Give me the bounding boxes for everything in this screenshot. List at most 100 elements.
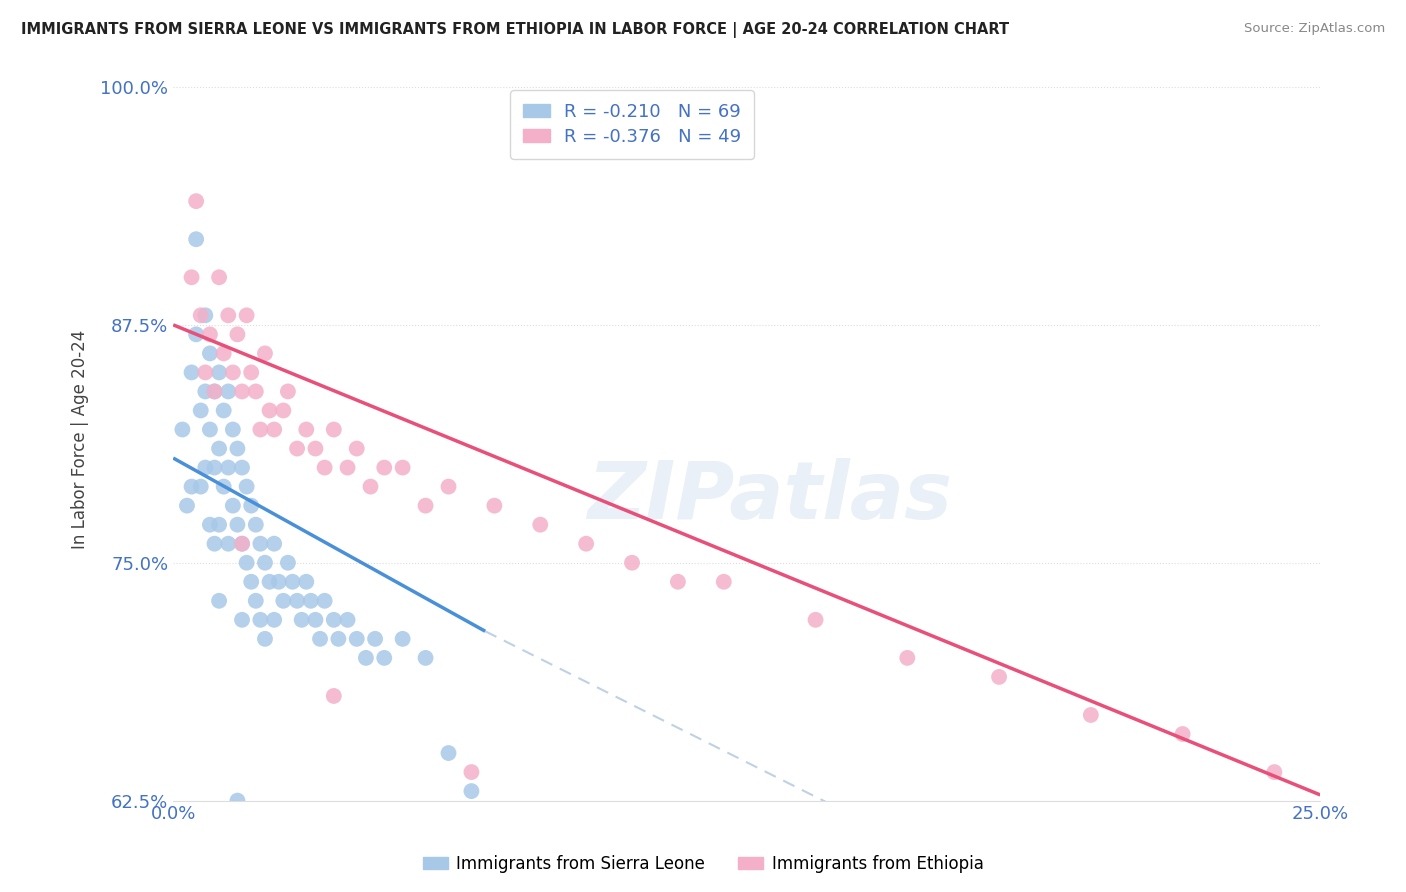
Point bbox=[226, 517, 249, 532]
Legend: Immigrants from Sierra Leone, Immigrants from Ethiopia: Immigrants from Sierra Leone, Immigrants… bbox=[416, 848, 990, 880]
Point bbox=[208, 270, 231, 285]
Point bbox=[1080, 708, 1102, 723]
Text: ZIPatlas: ZIPatlas bbox=[588, 458, 952, 536]
Point bbox=[621, 556, 644, 570]
Point bbox=[314, 594, 336, 608]
Point bbox=[285, 442, 308, 456]
Point bbox=[263, 537, 285, 551]
Point bbox=[240, 366, 263, 380]
Point bbox=[1171, 727, 1194, 741]
Point bbox=[222, 366, 245, 380]
Point bbox=[354, 651, 377, 665]
Point bbox=[231, 384, 253, 399]
Text: IMMIGRANTS FROM SIERRA LEONE VS IMMIGRANTS FROM ETHIOPIA IN LABOR FORCE | AGE 20: IMMIGRANTS FROM SIERRA LEONE VS IMMIGRAN… bbox=[21, 22, 1010, 38]
Point bbox=[253, 632, 276, 646]
Point bbox=[253, 556, 276, 570]
Point bbox=[437, 480, 460, 494]
Point bbox=[896, 651, 918, 665]
Point bbox=[273, 594, 295, 608]
Point bbox=[295, 574, 318, 589]
Point bbox=[295, 423, 318, 437]
Point bbox=[217, 460, 239, 475]
Point bbox=[336, 613, 359, 627]
Point bbox=[180, 366, 202, 380]
Point bbox=[204, 537, 226, 551]
Point bbox=[235, 556, 257, 570]
Point bbox=[212, 480, 235, 494]
Point bbox=[415, 499, 437, 513]
Point bbox=[988, 670, 1011, 684]
Point bbox=[190, 309, 212, 323]
Point bbox=[245, 517, 267, 532]
Point bbox=[194, 309, 217, 323]
Point bbox=[391, 460, 413, 475]
Point bbox=[304, 442, 326, 456]
Point bbox=[180, 270, 202, 285]
Point bbox=[231, 537, 253, 551]
Point bbox=[346, 442, 368, 456]
Point bbox=[277, 384, 299, 399]
Point bbox=[198, 517, 221, 532]
Point bbox=[208, 594, 231, 608]
Point bbox=[194, 460, 217, 475]
Point bbox=[245, 594, 267, 608]
Point bbox=[484, 499, 506, 513]
Point bbox=[391, 632, 413, 646]
Point bbox=[245, 384, 267, 399]
Point bbox=[240, 574, 263, 589]
Point bbox=[231, 613, 253, 627]
Point bbox=[176, 499, 198, 513]
Point bbox=[240, 499, 263, 513]
Point bbox=[194, 384, 217, 399]
Point bbox=[360, 480, 382, 494]
Point bbox=[204, 384, 226, 399]
Point bbox=[291, 613, 314, 627]
Point bbox=[226, 442, 249, 456]
Point bbox=[198, 327, 221, 342]
Point bbox=[304, 613, 326, 627]
Point bbox=[235, 309, 257, 323]
Point bbox=[235, 480, 257, 494]
Point bbox=[322, 689, 344, 703]
Point bbox=[172, 423, 194, 437]
Point bbox=[208, 366, 231, 380]
Point bbox=[222, 423, 245, 437]
Point bbox=[253, 346, 276, 360]
Point bbox=[309, 632, 332, 646]
Point bbox=[322, 613, 344, 627]
Point bbox=[277, 556, 299, 570]
Text: Source: ZipAtlas.com: Source: ZipAtlas.com bbox=[1244, 22, 1385, 36]
Point bbox=[226, 327, 249, 342]
Point bbox=[713, 574, 735, 589]
Point bbox=[415, 651, 437, 665]
Point bbox=[186, 232, 208, 246]
Point bbox=[249, 423, 271, 437]
Point bbox=[226, 794, 249, 808]
Point bbox=[212, 346, 235, 360]
Y-axis label: In Labor Force | Age 20-24: In Labor Force | Age 20-24 bbox=[72, 329, 89, 549]
Point bbox=[373, 651, 395, 665]
Point bbox=[231, 537, 253, 551]
Point bbox=[208, 517, 231, 532]
Point bbox=[346, 632, 368, 646]
Point bbox=[198, 423, 221, 437]
Point bbox=[437, 746, 460, 760]
Point bbox=[1263, 765, 1285, 780]
Point bbox=[212, 403, 235, 417]
Legend: R = -0.210   N = 69, R = -0.376   N = 49: R = -0.210 N = 69, R = -0.376 N = 49 bbox=[510, 90, 754, 159]
Point bbox=[460, 765, 482, 780]
Point bbox=[373, 460, 395, 475]
Point bbox=[186, 194, 208, 208]
Point bbox=[281, 574, 304, 589]
Point bbox=[249, 537, 271, 551]
Point bbox=[263, 613, 285, 627]
Point bbox=[336, 460, 359, 475]
Point bbox=[285, 594, 308, 608]
Point bbox=[180, 480, 202, 494]
Point bbox=[666, 574, 689, 589]
Point bbox=[259, 574, 281, 589]
Point bbox=[529, 517, 551, 532]
Point bbox=[804, 613, 827, 627]
Point bbox=[204, 384, 226, 399]
Point bbox=[208, 442, 231, 456]
